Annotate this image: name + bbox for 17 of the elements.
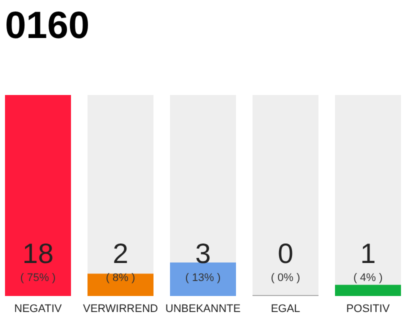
annotation: ( 8% ) xyxy=(106,272,136,284)
data-label: 18 xyxy=(22,238,54,269)
x-tick-label: EGAL xyxy=(270,303,300,315)
data-label: 3 xyxy=(195,238,211,269)
annotation: ( 4% ) xyxy=(353,272,383,284)
data-label: 2 xyxy=(112,238,128,269)
data-label: 1 xyxy=(360,238,376,269)
x-tick-label: UNBEKANNTE xyxy=(165,303,241,315)
x-tick-label: VERWIRREND xyxy=(83,303,158,315)
annotation: ( 13% ) xyxy=(185,272,221,284)
bar xyxy=(170,262,236,296)
data-label: 0 xyxy=(278,238,294,269)
annotation: ( 0% ) xyxy=(270,272,300,284)
x-tick-label: POSITIV xyxy=(346,303,390,315)
chart-title: 0160 xyxy=(5,5,90,47)
annotation: ( 75% ) xyxy=(20,272,56,284)
x-tick-label: NEGATIV xyxy=(14,303,62,315)
